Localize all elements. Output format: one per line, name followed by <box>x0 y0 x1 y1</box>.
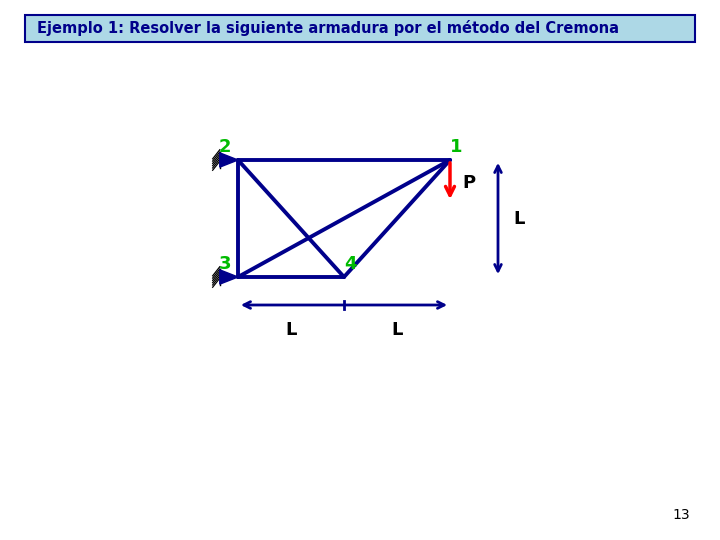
Text: 13: 13 <box>672 508 690 522</box>
Text: L: L <box>513 210 524 227</box>
FancyBboxPatch shape <box>25 15 695 42</box>
Text: 4: 4 <box>343 255 356 273</box>
Text: Ejemplo 1: Resolver la siguiente armadura por el método del Cremona: Ejemplo 1: Resolver la siguiente armadur… <box>37 21 619 37</box>
Text: 2: 2 <box>219 138 231 156</box>
Text: L: L <box>391 321 402 339</box>
Text: P: P <box>462 174 475 192</box>
Text: 3: 3 <box>219 255 231 273</box>
Text: 1: 1 <box>450 138 462 156</box>
Text: L: L <box>285 321 297 339</box>
Polygon shape <box>220 153 238 167</box>
Polygon shape <box>220 270 238 284</box>
